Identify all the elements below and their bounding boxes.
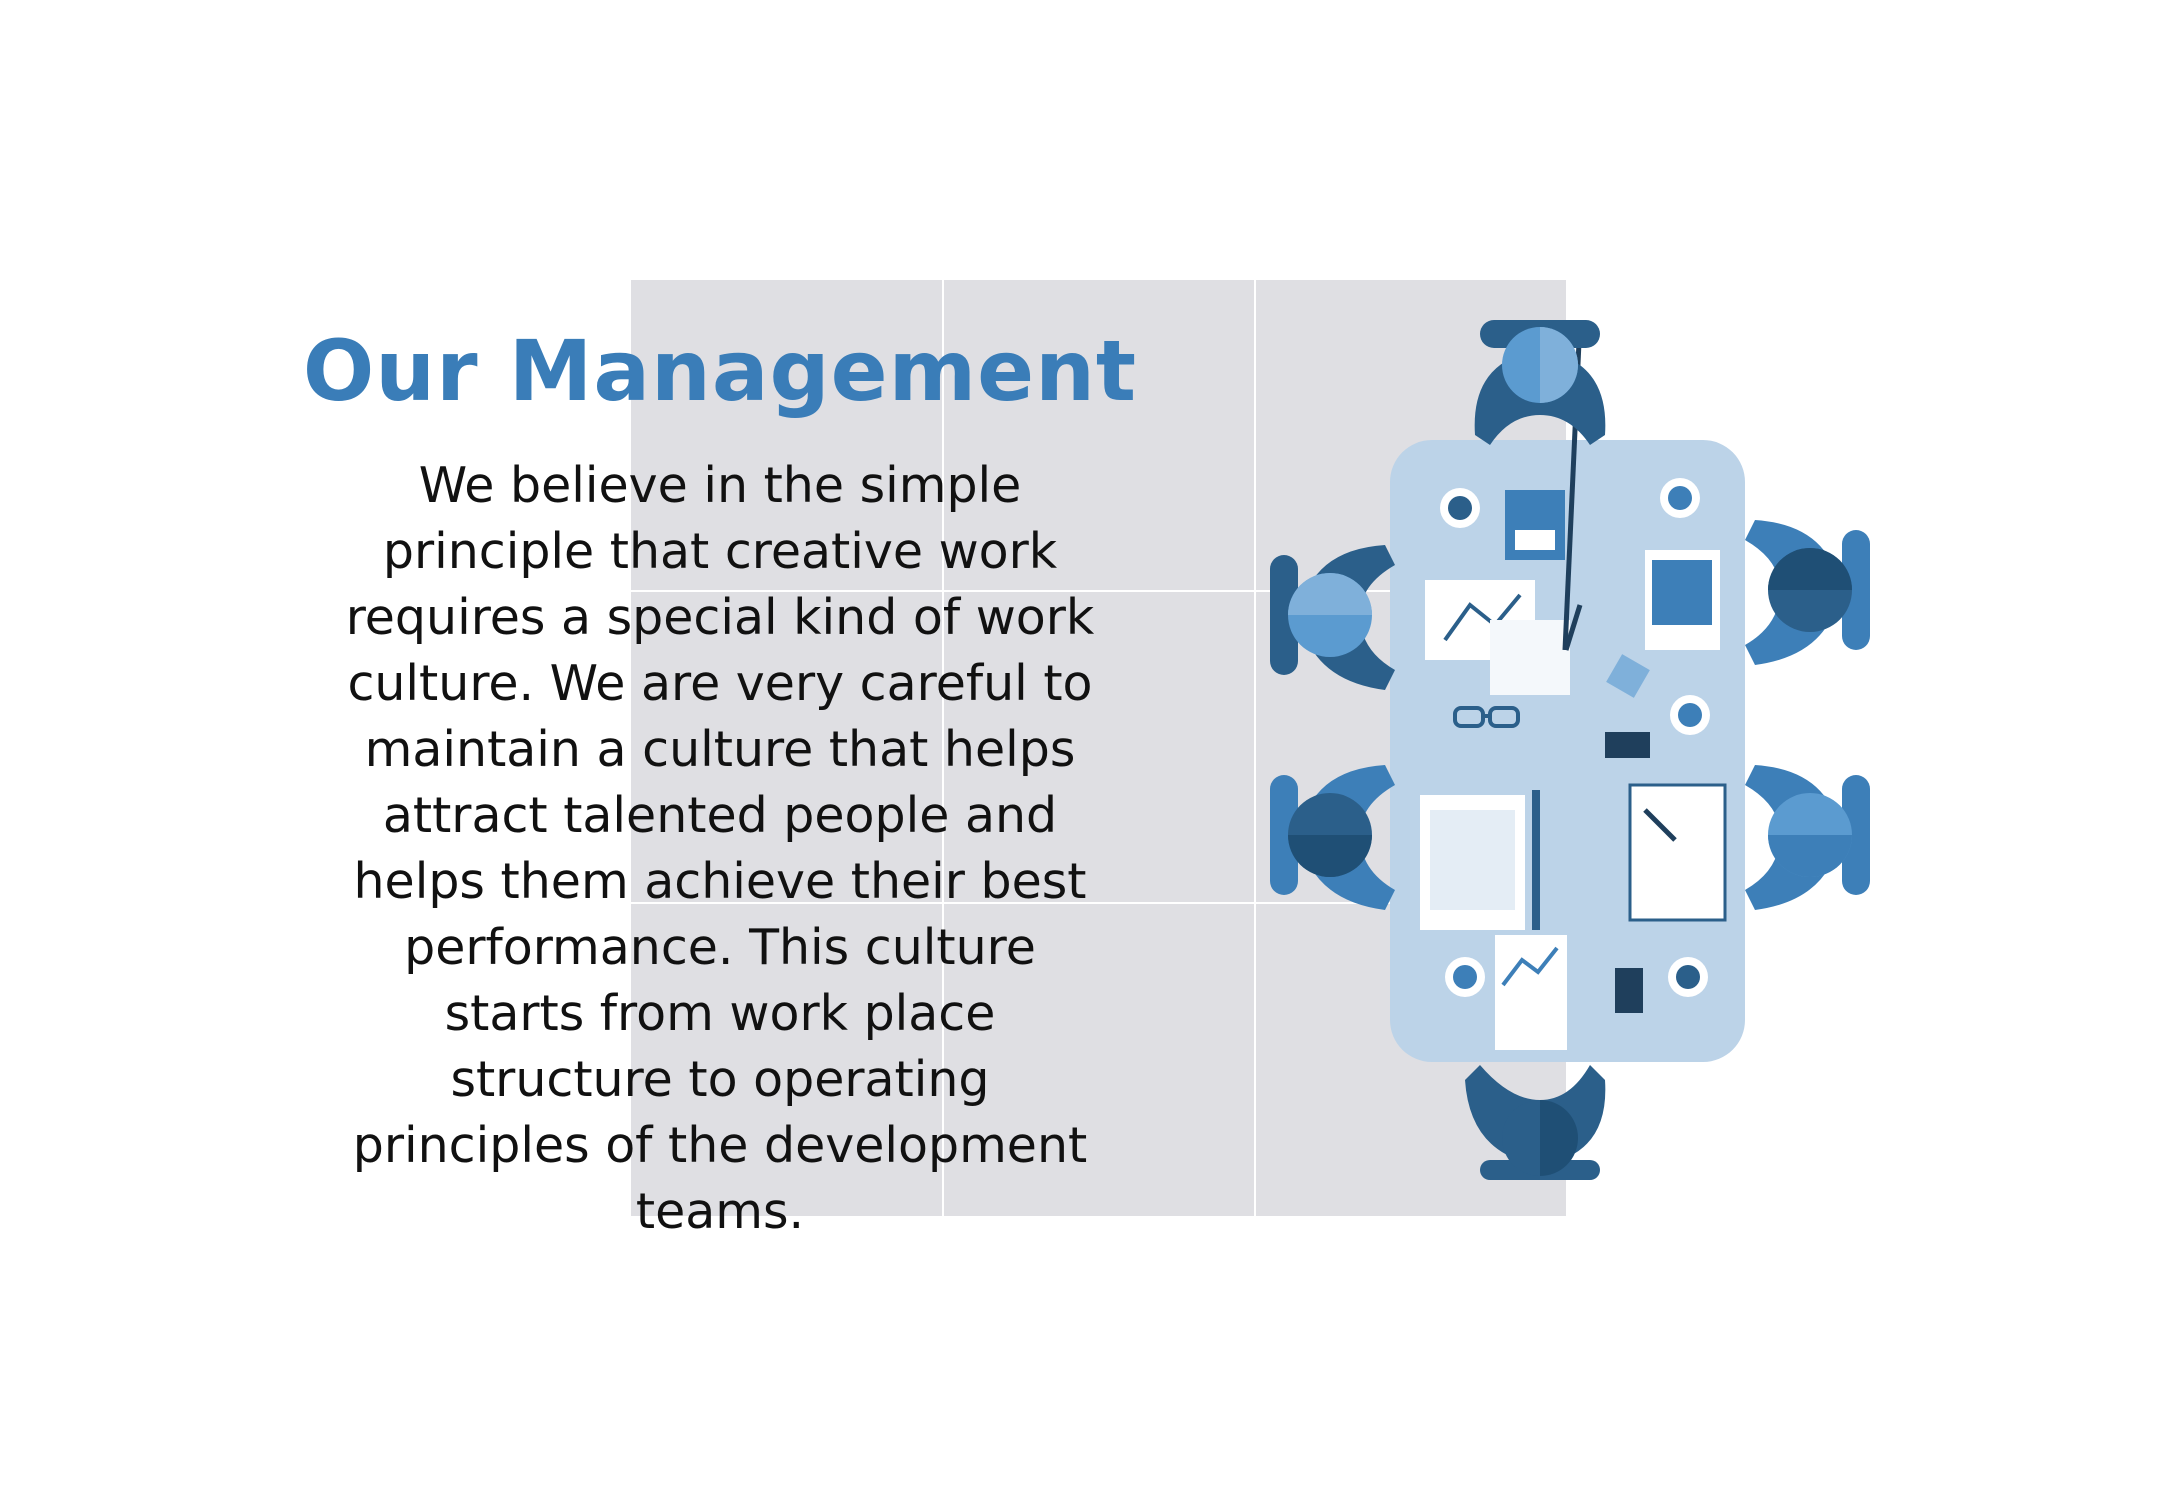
body-paragraph: We believe in the simple principle that … <box>345 457 1095 1240</box>
sticky-note-icon <box>1606 654 1650 698</box>
meeting-table-top-view-icon <box>1270 320 1870 1180</box>
person-icon <box>1270 545 1395 690</box>
grid-divider <box>631 590 1566 592</box>
pen-icon <box>1563 604 1583 651</box>
person-icon <box>1474 320 1606 445</box>
phone-icon <box>1605 732 1650 758</box>
person-icon <box>1270 765 1395 910</box>
page-title: Our Management <box>302 322 1138 420</box>
grid-divider <box>631 902 1566 904</box>
person-icon <box>1745 765 1870 910</box>
person-icon <box>1465 1065 1606 1180</box>
documents-icon <box>1420 490 1727 1050</box>
cup-icon <box>1440 478 1710 997</box>
grid-divider <box>942 280 944 1216</box>
glasses-icon <box>1453 706 1520 728</box>
grid-divider <box>1254 280 1256 1216</box>
tablet-icon <box>1615 968 1643 1013</box>
person-icon <box>1745 520 1870 665</box>
